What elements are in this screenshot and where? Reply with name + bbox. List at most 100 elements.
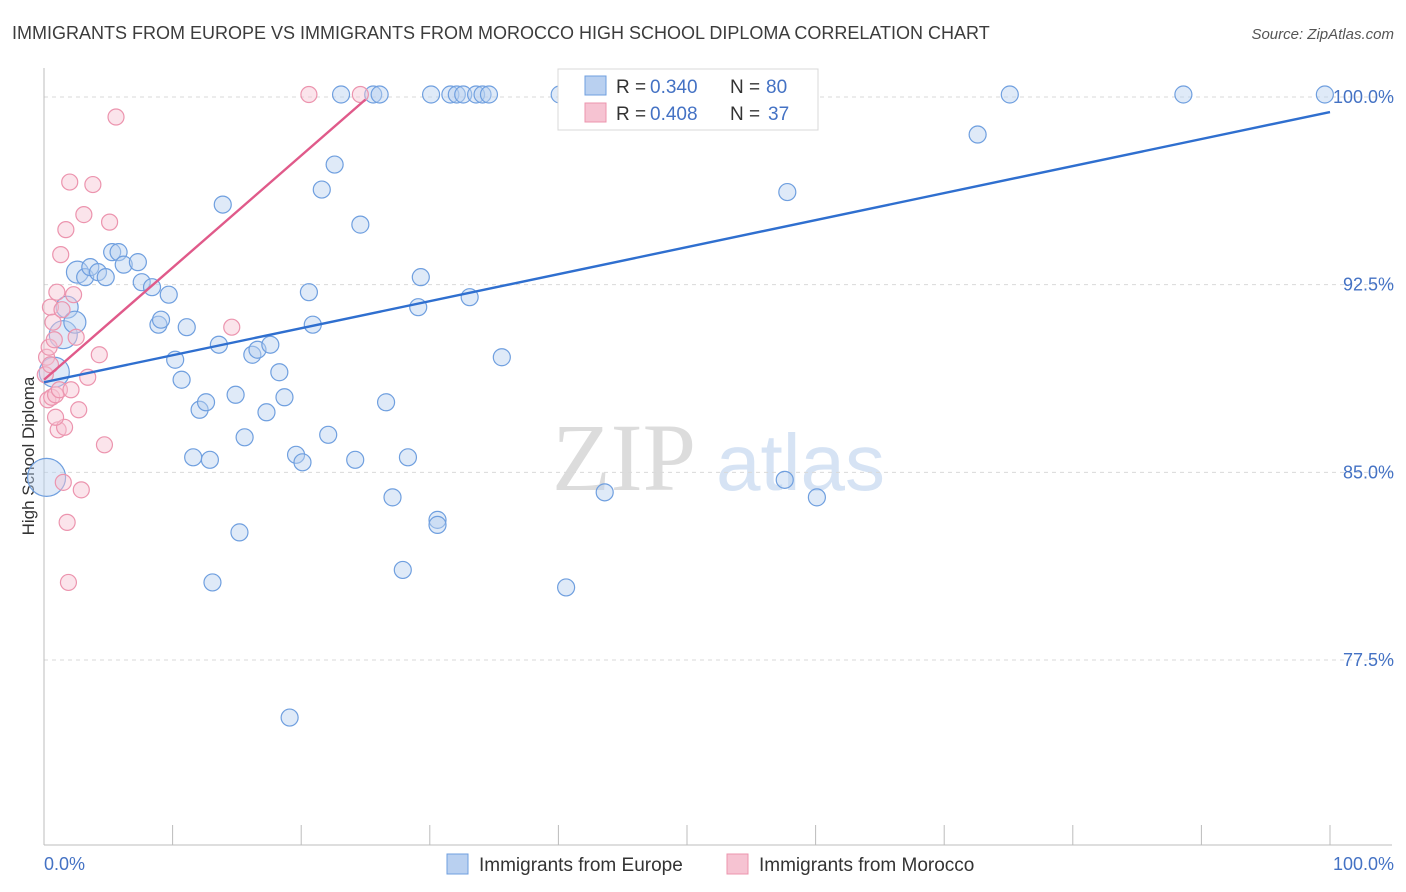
data-point (48, 283, 66, 301)
data-point (346, 450, 365, 469)
data-point (75, 206, 93, 224)
trend-line-europe (43, 110, 1331, 384)
data-point (151, 310, 171, 329)
data-point (351, 215, 370, 234)
data-point (398, 448, 418, 467)
data-point (775, 470, 794, 489)
data-point (64, 286, 83, 304)
data-point (53, 301, 71, 319)
legend-morocco-label: Immigrants from Morocco (759, 855, 974, 876)
data-point (96, 268, 115, 287)
data-point (492, 348, 511, 367)
data-point (45, 331, 63, 349)
data-point (393, 560, 412, 580)
data-point (132, 273, 151, 292)
data-point (778, 182, 797, 202)
watermark-zip: ZIP (552, 404, 696, 511)
y-tick-label: 77.5% (1343, 650, 1394, 670)
data-point (280, 708, 299, 727)
data-point (223, 318, 241, 336)
data-point (1315, 85, 1334, 104)
trend-line-morocco (43, 98, 367, 381)
data-point (447, 85, 466, 104)
stats-morocco-r-value: 0.408 (650, 104, 698, 125)
trend-lines (43, 98, 1331, 384)
y-axis-title: High School Diploma (19, 376, 38, 535)
data-point (243, 345, 262, 364)
data-point (103, 243, 122, 262)
y-tick-label: 92.5% (1343, 275, 1394, 295)
watermark-atlas: atlas (716, 418, 885, 507)
data-point (63, 310, 87, 334)
data-point (257, 403, 276, 422)
data-point (190, 400, 209, 419)
stats-legend-morocco-swatch (584, 102, 607, 123)
y-tick-label: 85.0% (1343, 462, 1394, 482)
data-point (172, 370, 191, 389)
data-point (149, 315, 168, 334)
data-point (325, 155, 344, 174)
data-point (62, 381, 80, 399)
data-point (376, 393, 396, 412)
data-point (1000, 85, 1019, 104)
data-point (473, 85, 492, 104)
data-point (441, 85, 460, 104)
data-point (331, 85, 351, 104)
data-point (383, 488, 402, 507)
data-point (107, 108, 125, 126)
data-point (319, 425, 338, 444)
stats-europe-r-label: R = (616, 77, 646, 98)
data-point (128, 253, 147, 272)
data-point (230, 523, 249, 542)
data-point (479, 85, 499, 104)
data-point (44, 313, 62, 331)
data-point (411, 268, 430, 287)
data-point (364, 85, 383, 104)
data-point (235, 428, 254, 447)
stats-europe-n-value: 80 (766, 77, 787, 98)
data-point (226, 385, 245, 404)
data-point (370, 85, 389, 104)
data-point (58, 513, 76, 531)
data-point (48, 320, 78, 350)
data-point (59, 573, 78, 592)
legend-europe-swatch (446, 853, 469, 875)
stats-morocco-r-label: R = (616, 104, 646, 125)
data-point (286, 445, 306, 464)
stats-europe-r-value: 0.340 (650, 77, 698, 98)
data-point (1174, 85, 1193, 104)
data-point (421, 85, 441, 104)
data-point (70, 401, 88, 419)
y-tick-label: 100.0% (1333, 87, 1394, 107)
x-ticks (43, 825, 1331, 845)
data-point (72, 481, 90, 499)
series-morocco-points (36, 85, 369, 592)
data-point (428, 515, 447, 534)
data-point (114, 255, 133, 274)
stats-europe-n-label: N = (730, 77, 760, 98)
data-point (293, 453, 312, 472)
data-point (54, 473, 72, 491)
data-point (270, 363, 289, 382)
data-point (299, 283, 319, 302)
data-point (203, 573, 222, 592)
stats-morocco-n-value: 37 (768, 104, 789, 125)
legend-europe-label: Immigrants from Europe (479, 855, 683, 876)
data-point (275, 388, 294, 407)
data-point (184, 448, 203, 467)
data-point (213, 195, 232, 214)
legend-morocco-swatch (726, 853, 749, 875)
data-point (177, 318, 196, 337)
data-point (595, 483, 614, 502)
chart-source: Source: ZipAtlas.com (1251, 26, 1394, 43)
data-point (57, 221, 75, 239)
data-point (67, 328, 85, 346)
data-point (84, 175, 102, 194)
data-point (100, 213, 119, 231)
data-point (159, 285, 178, 304)
data-point (52, 246, 70, 264)
grid (44, 96, 1392, 661)
chart-title: IMMIGRANTS FROM EUROPE VS IMMIGRANTS FRO… (12, 23, 990, 43)
data-point (90, 346, 108, 364)
